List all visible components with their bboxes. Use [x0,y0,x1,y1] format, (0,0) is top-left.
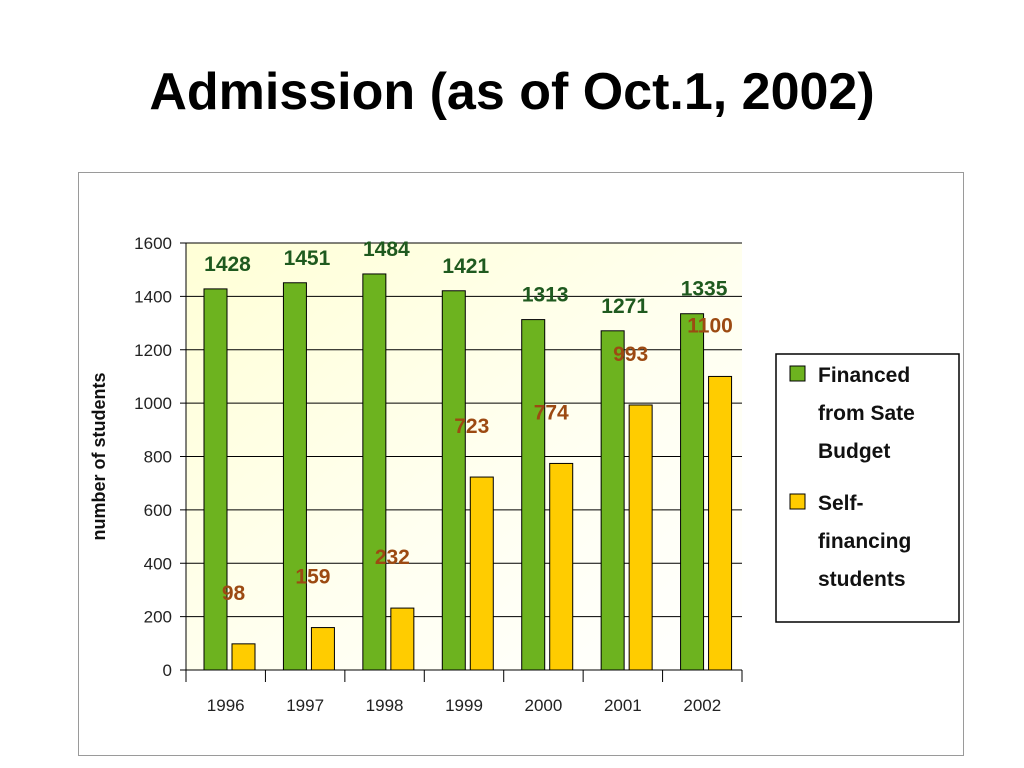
y-tick-label: 1400 [134,287,172,306]
bar-self-financing-1999 [469,476,494,671]
bar-financed-2002 [680,313,705,671]
x-tick-label: 1996 [207,696,245,715]
data-label-self-financing-1999: 723 [454,415,489,438]
bar-self-financing-2000 [549,462,574,671]
legend-label-self-financing: students [818,568,906,591]
y-tick-label: 200 [144,608,172,627]
bar-self-financing-1998 [390,607,415,671]
data-label-self-financing-1996: 98 [222,582,246,605]
bar-self-financing-1997 [310,627,335,671]
bar-financed-1999 [441,290,466,671]
bar-chart: 0 200 400 600 800 1000 1200 1400 1600 number of s… [89,234,960,715]
slide-title: Admission (as of Oct.1, 2002) [149,63,875,121]
legend-swatch-self-financing [789,493,806,510]
bar-financed-1997 [282,282,307,671]
data-label-financed-1997: 1451 [284,247,331,270]
legend-box [775,353,960,623]
y-tick-label: 800 [144,448,172,467]
legend-label-self-financing: Self- [818,492,864,515]
x-tick-label: 2000 [525,696,563,715]
data-label-financed-1998: 1484 [363,238,410,261]
x-tick-label: 1998 [366,696,404,715]
legend-label-financed: Budget [818,440,890,463]
data-label-financed-2002: 1335 [681,278,728,301]
y-tick-label: 0 [163,661,172,680]
data-label-self-financing-1997: 159 [295,566,330,589]
chart-frame: 0 200 400 600 800 1000 1200 1400 1600 number of s… [78,172,964,756]
bar-financed-1998 [362,273,387,671]
bar-self-financing-2002 [708,375,733,671]
bar-financed-2000 [521,319,546,671]
y-axis-title: number of students [89,372,109,540]
data-label-self-financing-1998: 232 [375,546,410,569]
y-tick-label: 1200 [134,341,172,360]
x-tick-label: 1999 [445,696,483,715]
x-tick-label: 2002 [683,696,721,715]
bar-financed-2001 [600,330,625,671]
bar-self-financing-1996 [231,643,256,671]
data-label-financed-1996: 1428 [204,253,251,276]
y-tick-label: 1000 [134,394,172,413]
y-tick-label: 1600 [134,234,172,253]
data-label-financed-2001: 1271 [601,295,648,318]
legend-label-financed: Financed [818,364,910,387]
legend-label-self-financing: financing [818,530,911,553]
bar-self-financing-2001 [628,404,653,671]
bar-financed-1996 [203,288,228,671]
data-label-self-financing-2002: 1100 [687,314,733,337]
y-tick-label: 400 [144,554,172,573]
data-label-financed-2000: 1313 [522,284,569,307]
data-label-self-financing-2000: 774 [534,401,569,424]
data-label-financed-1999: 1421 [442,255,489,278]
legend-label-financed: from Sate [818,402,915,425]
legend-swatch-financed [789,365,806,382]
y-tick-label: 600 [144,501,172,520]
data-label-self-financing-2001: 993 [613,343,648,366]
x-tick-label: 1997 [286,696,324,715]
x-tick-label: 2001 [604,696,642,715]
